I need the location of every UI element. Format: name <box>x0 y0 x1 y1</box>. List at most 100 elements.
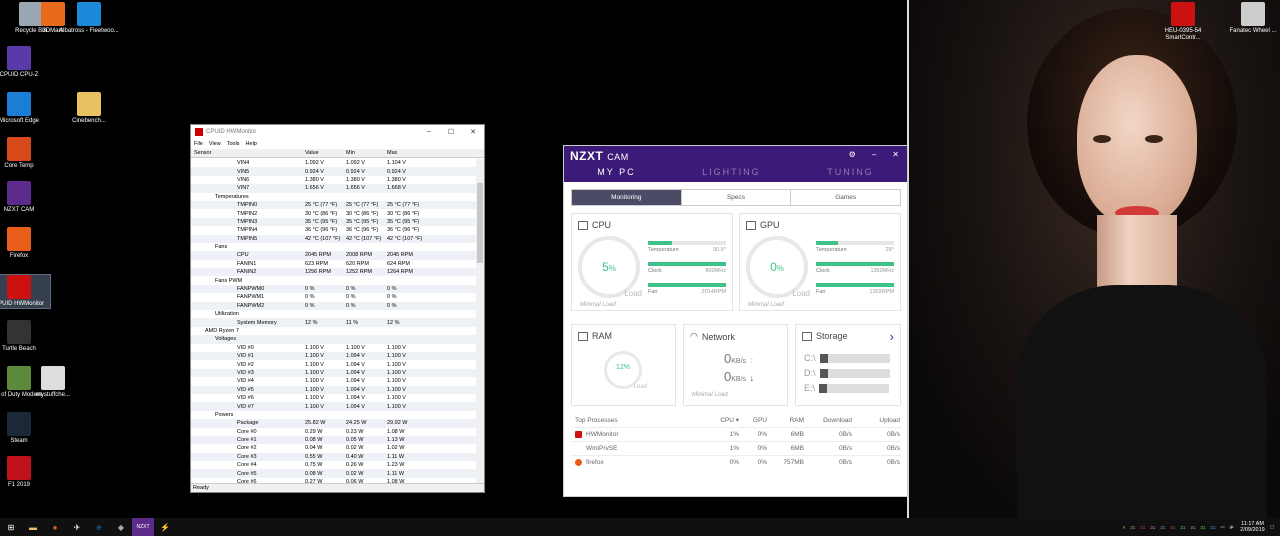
sensor-row[interactable]: FANPWM0 0 % 0 % 0 % <box>191 284 478 294</box>
start-windows-icon[interactable]: ⊞ <box>7 522 15 532</box>
tray-sensor-value[interactable]: 31 <box>1180 524 1186 530</box>
column-header-sensor[interactable]: Sensor <box>194 150 212 156</box>
close-icon[interactable]: ✕ <box>470 129 476 136</box>
desktop-icon[interactable]: 3DMark <box>22 2 84 35</box>
header-cpu[interactable]: CPU ▾ <box>720 417 739 424</box>
sensor-row[interactable]: VIN6 1.380 V 1.380 V 1.380 V <box>191 176 478 184</box>
header-ram[interactable]: RAM <box>789 416 804 424</box>
desktop-icon[interactable]: Turtle Beach <box>0 320 50 353</box>
sensor-row[interactable]: VID #4 1.100 V 1.094 V 1.100 V <box>191 377 478 385</box>
storage-drive[interactable]: E:\ <box>804 383 890 393</box>
settings-gear-icon[interactable]: ⚙ <box>848 150 856 159</box>
menu-item-tools[interactable]: Tools <box>226 141 240 147</box>
tray-sensor-value[interactable]: 31 <box>1160 524 1166 530</box>
desktop-icon[interactable]: NZXT CAM <box>0 181 50 214</box>
minimize-icon[interactable]: – <box>427 128 431 135</box>
sensor-tree[interactable]: VIN4 1.092 V 1.092 V 1.104 V VIN5 0.924 V 0.92… <box>191 159 478 485</box>
cam-header[interactable]: NZXT CAM ⚙ – ✕ MY PC LIGHTING TUNING <box>564 146 907 182</box>
desktop-icon[interactable]: HEU-0395-54 SmartContr... <box>1152 2 1214 42</box>
menu-item-file[interactable]: File <box>194 141 203 147</box>
process-row[interactable]: HWMonitor 1% 0% 6MB 0B/s 0B/s <box>571 427 901 441</box>
sensor-row[interactable]: TMPIN5 42 °C (107 °F) 42 °C (107 °F) 42 °C … <box>191 234 478 243</box>
sensor-row[interactable]: VID #5 1.100 V 1.094 V 1.100 V <box>191 385 478 394</box>
hwmonitor-window[interactable]: CPUID HWMonitor – ☐ ✕ File View Tools Help … <box>190 124 485 493</box>
sensor-row[interactable]: Core #60.27 W0.06 W1.08 W <box>191 478 478 485</box>
storage-drive[interactable]: D:\ <box>804 368 890 378</box>
sensor-row[interactable]: Core #5 0.08 W 0.02 W 1.11 W <box>191 469 478 478</box>
sensor-row[interactable]: Core #1 0.08 W 0.05 W 1.13 W <box>191 435 478 445</box>
sensor-row[interactable]: Package 25.82 W 24.25 W 29.92 W <box>191 419 478 428</box>
sensor-row[interactable]: VID #1 1.100 V 1.094 V 1.100 V <box>191 351 478 361</box>
hwmonitor-icon[interactable]: ⚡ <box>160 522 170 532</box>
nav-lighting[interactable]: LIGHTING <box>702 167 761 177</box>
volume-icon[interactable]: 🔈 <box>1229 524 1236 529</box>
header-upload[interactable]: Upload <box>879 416 900 424</box>
tray-sensor-value[interactable]: 31 <box>1200 524 1206 530</box>
tray-sensor-value[interactable]: 31 <box>1150 524 1156 530</box>
tab-monitoring[interactable]: Monitoring <box>572 190 682 205</box>
nzxt-icon[interactable]: NZXT <box>132 518 154 536</box>
sensor-row[interactable]: AMD Ryzen 7 <box>191 327 478 335</box>
sensor-row[interactable]: FANIN1 623 RPM 620 RPM 624 RPM <box>191 260 478 268</box>
sensor-row[interactable]: TMPIN3 35 °C (95 °F) 35 °C (95 °F) 35 °C (9… <box>191 217 478 227</box>
column-header-max[interactable]: Max <box>387 150 398 156</box>
desktop-icon[interactable]: Fanatec Wheel ... <box>1222 2 1280 35</box>
sensor-row[interactable]: FANIN2 1256 RPM 1252 RPM 1264 RPM <box>191 268 478 277</box>
sensor-row[interactable]: VID #0 1.100 V 1.100 V 1.100 V <box>191 344 478 352</box>
sensor-row[interactable]: Fans PWM <box>191 276 478 284</box>
storage-drive[interactable]: C:\ <box>804 353 890 363</box>
firefox-icon[interactable]: ● <box>52 522 58 532</box>
desktop-icon[interactable]: Albatross - Fleetwoo... <box>58 2 120 35</box>
tray-sensor-value[interactable]: 31 <box>1130 524 1136 530</box>
tray-sensor-value[interactable]: 31 <box>1170 524 1176 530</box>
tray-sensor-value[interactable]: 31 <box>1140 524 1146 530</box>
sensor-row[interactable]: System Memory 12 % 11 % 12 % <box>191 318 478 327</box>
maximize-icon[interactable]: ☐ <box>447 129 455 136</box>
desktop-icon[interactable]: Call of Duty Modern ... <box>0 366 50 399</box>
storage-card[interactable]: Storage › C:\ D:\ E:\ <box>795 324 901 406</box>
sensor-row[interactable]: Core #4 0.75 W 0.26 W 1.23 W <box>191 461 478 469</box>
sensor-row[interactable]: TMPIN4 36 °C (96 °F) 36 °C (96 °F) 36 °C (9… <box>191 226 478 234</box>
sensor-row[interactable]: TMPIN2 30 °C (86 °F) 30 °C (86 °F) 30 °C (8… <box>191 209 478 217</box>
tab-specs[interactable]: Specs <box>682 190 792 205</box>
desktop-icon[interactable]: mystuffche... <box>22 366 84 399</box>
nav-my-pc[interactable]: MY PC <box>597 167 636 177</box>
sensor-row[interactable]: Powers <box>191 411 478 419</box>
sensor-row[interactable]: VID #2 1.100 V 1.094 V 1.100 V <box>191 360 478 368</box>
column-header-value[interactable]: Value <box>305 150 319 156</box>
desktop-icon[interactable]: Cinebench... <box>58 92 120 125</box>
sensor-row[interactable]: VIN5 0.924 V 0.924 V 0.924 V <box>191 167 478 176</box>
menu-item-view[interactable]: View <box>208 141 221 147</box>
process-row[interactable]: firefox 0% 0% 757MB 0B/s 0B/s <box>571 455 901 469</box>
sensor-row[interactable]: TMPIN0 25 °C (77 °F) 25 °C (77 °F) 25 °C (7… <box>191 200 478 210</box>
sensor-row[interactable]: Core #3 0.55 W 0.40 W 1.11 W <box>191 452 478 462</box>
3dmark-icon[interactable]: ◆ <box>117 522 125 532</box>
desktop-icon[interactable]: Microsoft Edge <box>0 92 50 125</box>
desktop-icon[interactable]: Recycle Bin <box>0 2 62 35</box>
chevron-up-icon[interactable]: ˄ <box>1122 524 1126 530</box>
edge-icon[interactable]: e <box>96 522 102 532</box>
sensor-row[interactable]: CPU 2045 RPM 2008 RPM 2045 RPM <box>191 251 478 260</box>
network-card[interactable]: ◠ Network 0KB/s ↑ 0KB/s ↓ Minimal Load <box>683 324 788 406</box>
tray-sensor-value[interactable]: 31 <box>1190 524 1196 530</box>
sensor-row[interactable]: Temperatures <box>191 193 478 201</box>
header-gpu[interactable]: GPU <box>752 416 767 424</box>
header-download[interactable]: Download <box>823 416 852 424</box>
sensor-row[interactable]: VIN7 1.656 V 1.656 V 1.668 V <box>191 184 478 193</box>
sensor-row[interactable]: Utilization <box>191 310 478 318</box>
sensor-row[interactable]: Core #2 0.04 W 0.02 W 1.02 W <box>191 444 478 452</box>
process-row[interactable]: WmiPrvSE 1% 0% 6MB 0B/s 0B/s <box>571 441 901 455</box>
scrollbar-thumb[interactable] <box>477 183 483 263</box>
desktop-icon[interactable]: Core Temp <box>0 137 50 170</box>
sensor-row[interactable]: VID #7 1.100 V 1.094 V 1.100 V <box>191 402 478 411</box>
desktop-icon[interactable]: Firefox <box>0 227 50 260</box>
network-icon[interactable]: ▭ <box>1220 524 1225 529</box>
tab-games[interactable]: Games <box>835 194 857 201</box>
cpu-card[interactable]: CPU 5% Load Minimal Load Temperature 30.… <box>571 213 733 311</box>
hwmonitor-scrollbar[interactable] <box>476 159 484 485</box>
nav-tuning[interactable]: TUNING <box>827 167 874 177</box>
desktop-icon[interactable]: CPUID HWMonitor <box>0 274 51 309</box>
notifications-icon[interactable]: ▢ <box>1269 524 1274 529</box>
nzxt-cam-window[interactable]: NZXT CAM ⚙ – ✕ MY PC LIGHTING TUNING Mon… <box>563 145 908 497</box>
desktop-icon[interactable]: F1 2019 <box>0 456 50 489</box>
